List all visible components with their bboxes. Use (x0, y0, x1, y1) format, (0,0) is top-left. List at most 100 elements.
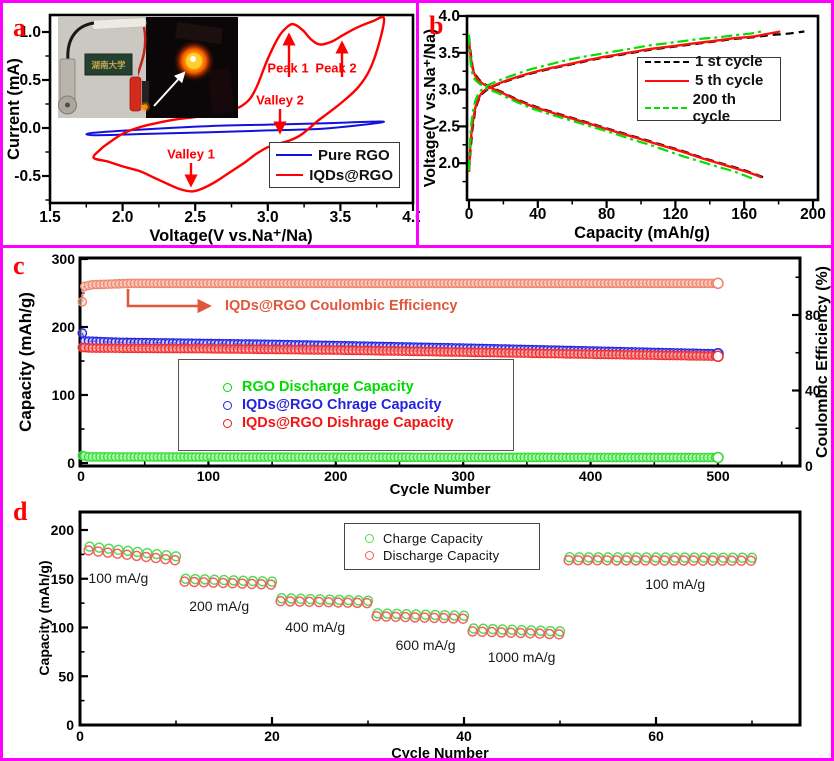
tick-label: 40 (529, 206, 546, 223)
panel-divider-vertical (416, 3, 419, 248)
tick-label: 4.0 (438, 8, 460, 25)
tick-label: 0.0 (19, 120, 41, 137)
tick-label: 160 (731, 206, 757, 223)
data-point-end (712, 277, 724, 290)
legend-label: RGO Discharge Capacity (242, 379, 414, 395)
tick-label: 40 (805, 383, 821, 399)
tick-label: 200 (51, 522, 75, 538)
tick-label: 0 (66, 717, 74, 733)
discharge-point (457, 613, 469, 624)
tick-label: 3.5 (438, 45, 460, 62)
tick-label: 100 (51, 620, 75, 636)
voltage-profile-curve (467, 38, 762, 179)
rate-label-400: 400 mA/g (285, 618, 346, 635)
legend-entry: 1 st cycle (645, 53, 773, 70)
rate-label-100: 100 mA/g (88, 569, 149, 586)
tick-label: 150 (51, 571, 75, 587)
tick-label: 300 (452, 468, 476, 484)
discharge-point (169, 554, 181, 566)
tick-label: 4.0 (402, 209, 420, 226)
tick-label: 50 (58, 668, 74, 684)
tick-label: 80 (805, 307, 821, 323)
tick-label: 3.0 (438, 82, 460, 99)
legend-label: 1 st cycle (695, 53, 763, 70)
legend-entry: Charge Capacity (365, 531, 539, 546)
x-axis-title: Cycle Number (390, 481, 491, 496)
tick-label: 120 (662, 206, 688, 223)
tick-label: 40 (456, 728, 472, 744)
voltage-profile-curve (467, 30, 781, 173)
panel-label-c: c (13, 251, 25, 280)
tick-label: 1.0 (19, 24, 41, 41)
discharge-point (745, 555, 757, 566)
panel-label-b: b (429, 11, 444, 40)
x-axis-title: Capacity (mAh/g) (574, 224, 710, 242)
data-point (77, 296, 88, 307)
y-axis-title: Current (mA) (5, 58, 23, 160)
tick-label: 0.5 (19, 72, 41, 89)
discharge-point (553, 629, 565, 640)
tick-label: 300 (52, 251, 76, 267)
legend-label: IQDs@RGO Chrage Capacity (242, 397, 442, 413)
tick-label: 500 (706, 468, 730, 484)
legend-entry: IQDs@RGO (276, 167, 393, 184)
annotation-peak-1: Peak 1 (267, 60, 309, 76)
annotation-coulombic-efficiency: IQDs@RGO Coulombic Efficiency (225, 298, 458, 314)
annotation-valley-1: Valley 1 (167, 146, 215, 162)
tick-label: 2.0 (112, 209, 134, 226)
discharge-point (265, 579, 277, 590)
legend-panel-a: Pure RGO IQDs@RGO (269, 142, 400, 188)
tick-label: 100 (197, 468, 221, 484)
tick-label: 200 (52, 319, 76, 335)
circle-marker-icon (223, 400, 232, 410)
circle-marker-icon (365, 533, 374, 543)
data-point-end (712, 451, 724, 464)
tick-label: 20 (264, 728, 280, 744)
legend-entry: RGO Discharge Capacity (223, 379, 513, 395)
y-axis-title: Capacity (mAh/g) (36, 560, 52, 675)
legend-entry: IQDs@RGO Chrage Capacity (223, 397, 513, 413)
legend-label: 200 th cycle (692, 91, 736, 125)
legend-label: Discharge Capacity (383, 547, 500, 563)
line-sample-200th-cycle (645, 107, 687, 109)
x-axis-title: Cycle Number (391, 746, 489, 761)
panel-c-chart: 0 100 200 300 400 500 0 100 200 300 0 40 80 Cycle Num… (16, 251, 831, 496)
tick-label: 3.0 (257, 209, 279, 226)
legend-entry: Discharge Capacity (365, 548, 539, 563)
legend-panel-c: RGO Discharge Capacity IQDs@RGO Chrage C… (178, 359, 514, 451)
y-axis-title: Capacity (mAh/g) (16, 292, 35, 432)
voltage-profile-curve (467, 30, 762, 171)
arrow-to-led (153, 71, 186, 107)
legend-label: Pure RGO (318, 146, 390, 164)
legend-label: IQDs@RGO Dishrage Capacity (242, 415, 454, 431)
rate-label-200: 200 mA/g (189, 598, 250, 615)
tick-label: 60 (648, 728, 664, 744)
circle-marker-icon (223, 382, 232, 392)
legend-label: 5 th cycle (695, 72, 764, 89)
circle-marker-icon (365, 550, 374, 560)
panel-divider-horizontal (3, 245, 831, 248)
line-sample-1st-cycle (645, 60, 689, 63)
tick-label: 400 (579, 468, 603, 484)
rate-label-600: 600 mA/g (395, 637, 456, 654)
legend-panel-b: 1 st cycle 5 th cycle 200 th cycle (637, 53, 781, 125)
tick-label: 0 (67, 455, 75, 471)
annotation-peak-2: Peak 2 (315, 60, 357, 76)
tick-label: 100 (52, 387, 76, 403)
tick-label: 1.5 (39, 209, 61, 226)
legend-entry: 5 th cycle (645, 72, 773, 89)
tick-label: 0 (805, 458, 813, 474)
panel-a-chart: 1.5 2.0 2.5 3.0 3.5 4.0 1.0 0.5 0.0 -0.5 Voltage(V… (5, 13, 420, 245)
circle-marker-icon (223, 418, 232, 428)
annotation-valley-2: Valley 2 (256, 92, 304, 108)
inset-photo: 湖南大学 (58, 17, 238, 118)
tick-label: 200 (800, 206, 826, 223)
rate-label-100-recovery: 100 mA/g (645, 575, 706, 592)
tick-label: 200 (324, 468, 348, 484)
line-sample-5th-cycle (645, 79, 689, 82)
data-point (77, 328, 88, 338)
legend-panel-d: Charge Capacity Discharge Capacity (344, 523, 540, 570)
inset-plaque-text: 湖南大学 (91, 60, 126, 71)
tick-label: 2.0 (438, 155, 460, 172)
tick-label: 2.5 (184, 209, 206, 226)
